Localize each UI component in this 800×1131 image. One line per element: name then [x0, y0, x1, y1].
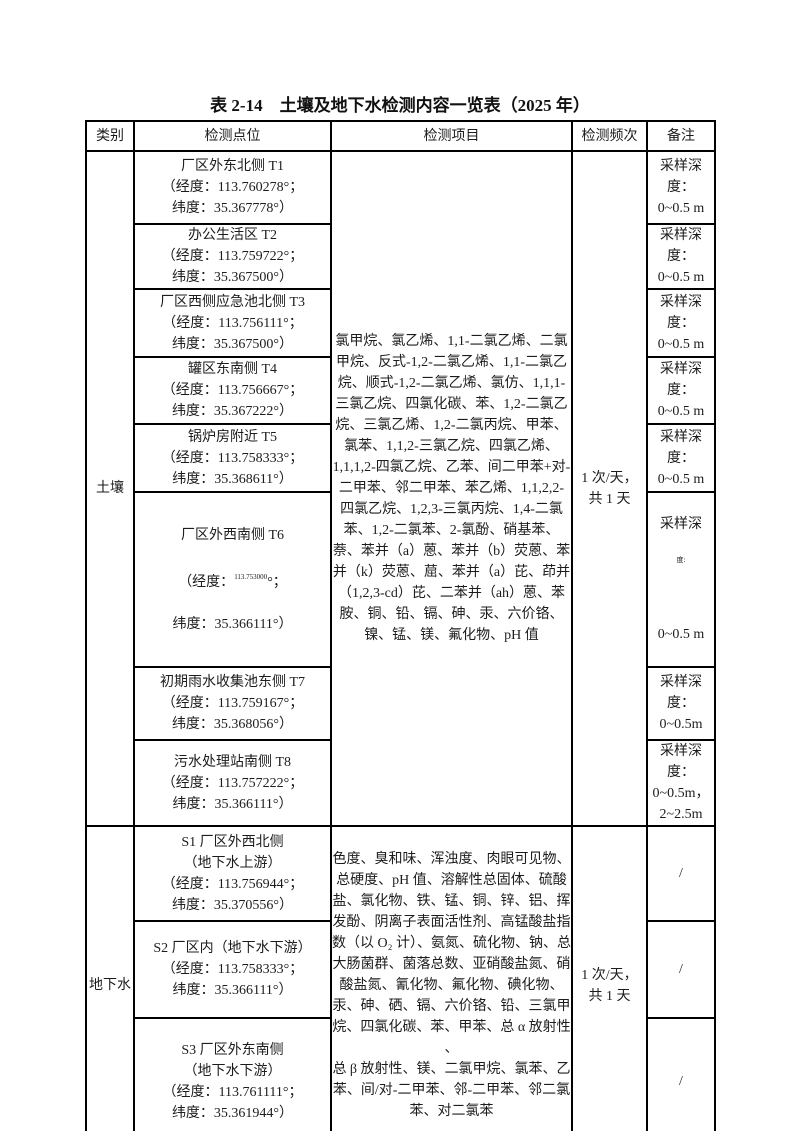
site-cell-t8: 污水处理站南侧 T8 （经度：113.757222°； 纬度：35.366111… [133, 739, 332, 827]
header-frequency: 检测频次 [571, 120, 648, 152]
site-t6-longitude-small: 113.753000 [234, 572, 268, 581]
table-row-s1: 地下水 S1 厂区外西北侧 （地下水上游） （经度：113.756944°； 纬… [85, 825, 716, 1131]
document-content: 表 2-14 土壤及地下水检测内容一览表（2025 年） 类别 检测点位 检测项… [85, 95, 716, 1131]
table-row-t1: 土壤 厂区外东北侧 T1 （经度：113.760278°； 纬度：35.3677… [85, 150, 716, 827]
site-cell-t2: 办公生活区 T2 （经度：113.759722°； 纬度：35.367500°） [133, 223, 332, 290]
groundwater-items-cell: 色度、臭和味、浑浊度、肉眼可见物、总硬度、pH 值、溶解性总固体、硫酸盐、氯化物… [330, 825, 573, 1131]
site-cell-t7: 初期雨水收集池东侧 T7 （经度：113.759167°； 纬度：35.3680… [133, 666, 332, 741]
remark-cell-t1: 采样深 度： 0~0.5 m [646, 150, 716, 225]
remark-cell-t3: 采样深 度： 0~0.5 m [646, 288, 716, 358]
site-cell-s2: S2 厂区内（地下水下游） （经度：113.758333°； 纬度：35.366… [133, 920, 332, 1019]
header-category: 类别 [85, 120, 135, 152]
soil-items-cell: 氯甲烷、氯乙烯、1,1-二氯乙烯、二氯甲烷、反式-1,2-二氯乙烯、1,1-二氯… [330, 150, 573, 827]
site-cell-t1: 厂区外东北侧 T1 （经度：113.760278°； 纬度：35.367778°… [133, 150, 332, 225]
site-cell-s1: S1 厂区外西北侧 （地下水上游） （经度：113.756944°； 纬度：35… [133, 825, 332, 922]
remark-cell-t4: 采样深 度： 0~0.5 m [646, 356, 716, 425]
remark-cell-t5: 采样深 度： 0~0.5 m [646, 423, 716, 493]
table-row-t4: 罐区东南侧 T4 （经度：113.756667°； 纬度：35.367222°）… [86, 356, 716, 425]
site-t6-name: 厂区外西南侧 T6 [180, 527, 285, 543]
table-row-t8: 污水处理站南侧 T8 （经度：113.757222°； 纬度：35.366111… [86, 739, 716, 827]
monitoring-table: 类别 检测点位 检测项目 检测频次 备注 土壤 厂区外东北侧 T1 （经度：11… [85, 120, 716, 1131]
table-row-t6: 厂区外西南侧 T6 （经度：113.753000°； 纬度：35.366111°… [86, 491, 716, 668]
site-t6-latitude-line: 纬度：35.366111°） [172, 616, 293, 632]
table-row-t5: 锅炉房附近 T5 （经度：113.758333°； 纬度：35.368611°）… [86, 423, 716, 493]
remark-cell-s1: / [646, 825, 716, 922]
header-row: 类别 检测点位 检测项目 检测频次 备注 [85, 120, 716, 152]
table-row-s2: S2 厂区内（地下水下游） （经度：113.758333°； 纬度：35.366… [86, 920, 716, 1019]
site-cell-t5: 锅炉房附近 T5 （经度：113.758333°； 纬度：35.368611°） [133, 423, 332, 493]
remark-cell-t2: 采样深 度： 0~0.5 m [646, 223, 716, 290]
site-cell-t3: 厂区西侧应急池北侧 T3 （经度：113.756111°； 纬度：35.3675… [133, 288, 332, 358]
header-items: 检测项目 [330, 120, 573, 152]
remark-cell-s2: / [646, 920, 716, 1019]
category-groundwater: 地下水 [85, 825, 135, 1131]
remark-cell-s3: / [646, 1017, 716, 1131]
site-cell-t6: 厂区外西南侧 T6 （经度：113.753000°； 纬度：35.366111°… [133, 491, 332, 668]
groundwater-frequency-cell: 1 次/天， 共 1 天 [571, 825, 648, 1131]
site-cell-t4: 罐区东南侧 T4 （经度：113.756667°； 纬度：35.367222°） [133, 356, 332, 425]
site-t6-longitude-line: （经度：113.753000°； [178, 572, 287, 590]
remark-t6-small: 度: [676, 556, 686, 564]
table-row-s3: S3 厂区外东南侧 （地下水下游） （经度：113.761111°； 纬度：35… [86, 1017, 716, 1131]
remark-t6-gap [649, 585, 713, 603]
remark-cell-t6: 采样深 度: 0~0.5 m [646, 491, 716, 668]
soil-frequency-cell: 1 次/天， 共 1 天 [571, 150, 648, 827]
header-site: 检测点位 [133, 120, 332, 152]
remark-cell-t8: 采样深 度： 0~0.5m， 2~2.5m [646, 739, 716, 827]
header-remark: 备注 [646, 120, 716, 152]
table-row-t2: 办公生活区 T2 （经度：113.759722°； 纬度：35.367500°）… [86, 223, 716, 290]
table-row-t7: 初期雨水收集池东侧 T7 （经度：113.759167°； 纬度：35.3680… [86, 666, 716, 741]
table-title: 表 2-14 土壤及地下水检测内容一览表（2025 年） [210, 96, 590, 115]
remark-cell-t7: 采样深 度： 0~0.5m [646, 666, 716, 741]
table-row-t3: 厂区西侧应急池北侧 T3 （经度：113.756111°； 纬度：35.3675… [86, 288, 716, 358]
category-soil: 土壤 [85, 150, 135, 827]
site-cell-s3: S3 厂区外东南侧 （地下水下游） （经度：113.761111°； 纬度：35… [133, 1017, 332, 1131]
